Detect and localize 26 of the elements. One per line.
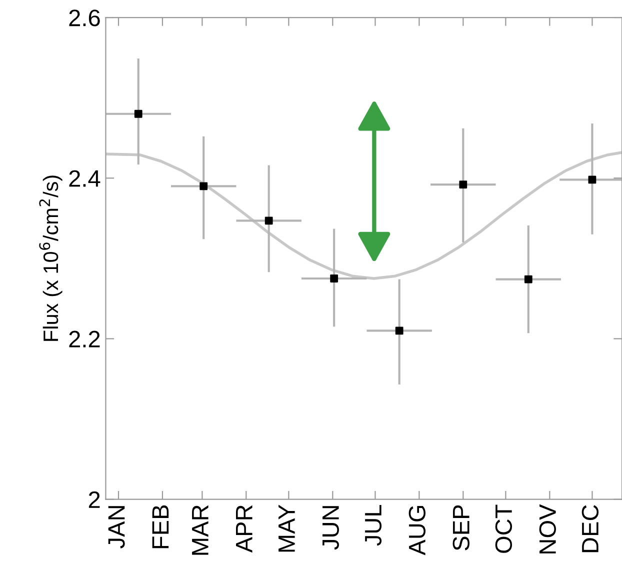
point: [330, 274, 338, 282]
point: [524, 275, 532, 284]
point: [395, 326, 404, 335]
x-tick-label: JAN: [108, 506, 125, 548]
x-tick-label: JUN: [322, 506, 340, 550]
x-tick-label: AUG: [408, 506, 426, 556]
x-tick-label: JUL: [365, 504, 382, 546]
point: [134, 110, 142, 118]
y-tick-label: 2.6: [69, 10, 100, 26]
point: [588, 176, 596, 184]
x-tick-label: SEP: [452, 505, 470, 550]
x-tick-label: MAY: [278, 504, 295, 552]
y-axis-title: Flux (x 10$^{6}$/cm$^{2}$/s): [39, 176, 62, 341]
x-tick-label: DEC: [582, 505, 599, 552]
point: [200, 182, 208, 190]
y-tick-label: 2: [88, 491, 100, 508]
point: [459, 180, 468, 188]
x-tick-label: APR: [236, 505, 252, 553]
y-tick-label: 2.4: [69, 170, 100, 187]
x-tick-label: FEB: [152, 505, 169, 548]
x-tick-label: NOV: [539, 504, 556, 554]
y-tick-label: 2.2: [69, 330, 100, 348]
x-tick-label: MAR: [192, 505, 208, 555]
line-series: [106, 151, 622, 280]
x-tick-label: OCT: [495, 504, 512, 553]
point: [264, 216, 273, 225]
